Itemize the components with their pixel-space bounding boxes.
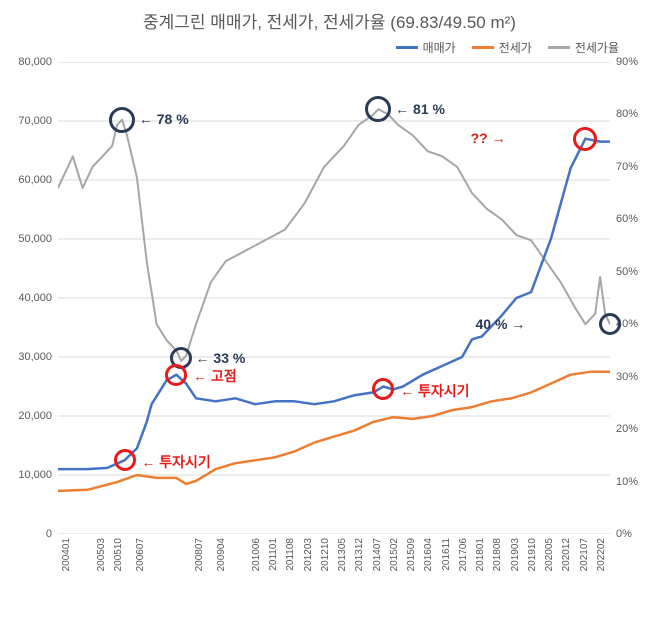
y-left-tick: 10,000	[0, 469, 52, 481]
y-right-tick: 40%	[616, 318, 656, 330]
legend: 매매가 전세가 전세가율	[0, 33, 659, 58]
y-left-tick: 30,000	[0, 351, 52, 363]
x-tick: 200807	[194, 538, 205, 571]
y-left-tick: 0	[0, 528, 52, 540]
x-tick: 202202	[596, 538, 607, 571]
y-left-tick: 80,000	[0, 56, 52, 68]
y-axis-left: 010,00020,00030,00040,00050,00060,00070,…	[0, 62, 52, 534]
x-tick: 201305	[337, 538, 348, 571]
y-left-tick: 20,000	[0, 410, 52, 422]
x-tick: 200607	[135, 538, 146, 571]
y-left-tick: 60,000	[0, 174, 52, 186]
x-tick: 202107	[579, 538, 590, 571]
x-tick: 200401	[61, 538, 72, 571]
y-axis-right: 0%10%20%30%40%50%60%70%80%90%	[616, 62, 656, 534]
x-tick: 201407	[372, 538, 383, 571]
y-right-tick: 90%	[616, 56, 656, 68]
x-tick: 201210	[320, 538, 331, 571]
x-tick: 201006	[251, 538, 262, 571]
x-tick: 201910	[527, 538, 538, 571]
price-chart: 중계그린 매매가, 전세가, 전세가율 (69.83/49.50 m²) 매매가…	[0, 0, 659, 633]
x-tick: 201611	[441, 538, 452, 571]
x-tick: 201801	[475, 538, 486, 571]
legend-item: 전세가율	[548, 39, 619, 56]
legend-swatch	[472, 46, 494, 49]
y-left-tick: 40,000	[0, 292, 52, 304]
y-right-tick: 30%	[616, 371, 656, 383]
chart-svg	[58, 62, 610, 534]
y-right-tick: 50%	[616, 266, 656, 278]
legend-label: 전세가율	[575, 39, 619, 56]
x-tick: 201312	[354, 538, 365, 571]
legend-label: 전세가	[499, 39, 532, 56]
y-right-tick: 80%	[616, 108, 656, 120]
legend-swatch	[396, 46, 418, 49]
x-tick: 201808	[492, 538, 503, 571]
x-tick: 201903	[510, 538, 521, 571]
x-tick: 202012	[561, 538, 572, 571]
x-tick: 202005	[544, 538, 555, 571]
x-tick: 200904	[216, 538, 227, 571]
chart-title: 중계그린 매매가, 전세가, 전세가율 (69.83/49.50 m²)	[0, 0, 659, 33]
legend-label: 매매가	[423, 39, 456, 56]
x-tick: 200510	[113, 538, 124, 571]
x-tick: 201706	[458, 538, 469, 571]
plot-area	[58, 62, 610, 534]
x-axis: 200401 200510 200607 200807 200904 201006 2011…	[58, 538, 610, 633]
y-right-tick: 70%	[616, 161, 656, 173]
y-right-tick: 20%	[616, 423, 656, 435]
y-right-tick: 60%	[616, 213, 656, 225]
x-tick: 201604	[423, 538, 434, 571]
x-tick: 201108	[285, 538, 296, 571]
x-tick: 201509	[406, 538, 417, 571]
y-left-tick: 50,000	[0, 233, 52, 245]
y-left-tick: 70,000	[0, 115, 52, 127]
legend-item: 매매가	[396, 39, 456, 56]
x-tick: 200503	[96, 538, 107, 571]
y-right-tick: 0%	[616, 528, 656, 540]
legend-item: 전세가	[472, 39, 532, 56]
legend-swatch	[548, 46, 570, 49]
y-right-tick: 10%	[616, 476, 656, 488]
x-tick: 201203	[303, 538, 314, 571]
x-tick: 201101	[268, 538, 279, 571]
x-tick: 201502	[389, 538, 400, 571]
